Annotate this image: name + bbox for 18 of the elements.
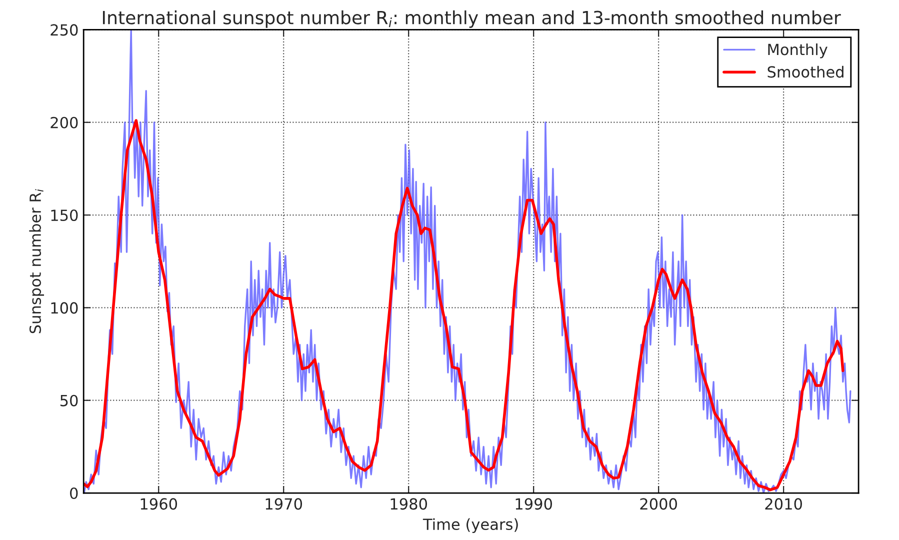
y-tick-label: 0	[70, 487, 78, 500]
y-tick-label: 200	[50, 116, 78, 128]
x-axis-title: Time (years)	[422, 518, 518, 534]
y-axis-title: Sunspot number R$_{i}$	[29, 189, 44, 334]
y-tick-label: 250	[50, 24, 78, 36]
legend-label: Monthly	[768, 43, 828, 58]
x-tick-label: 2010	[765, 498, 802, 510]
x-tick-label: 2000	[640, 498, 677, 510]
x-tick-label: 1970	[266, 498, 302, 510]
legend-label: Smoothed	[768, 66, 844, 78]
line-series	[84, 119, 844, 492]
x-tick-label: 1990	[516, 498, 552, 510]
y-tick-label: 50	[60, 394, 78, 406]
chart-title: International sunspot number R$_{i}$: monthly mean and 13-month smoothed number	[102, 10, 841, 28]
y-tick-label: 100	[51, 302, 78, 314]
y-tick-label: 150	[51, 209, 78, 222]
x-tick-label: 1960	[140, 498, 178, 510]
x-tick-label: 1980	[390, 498, 428, 510]
